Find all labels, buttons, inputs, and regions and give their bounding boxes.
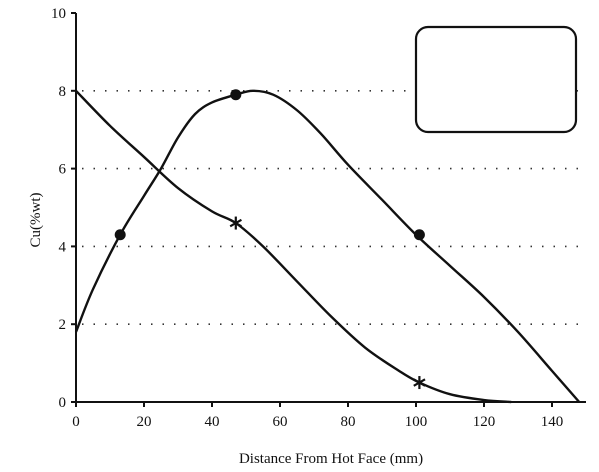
legend-box (414, 25, 578, 134)
series-1-line (74, 89, 581, 403)
x-tick-label: 60 (273, 414, 288, 430)
x-tick-label: 80 (341, 414, 356, 430)
series-2-point (413, 376, 426, 390)
series-2-point (229, 216, 242, 230)
x-tick-label: 0 (72, 414, 80, 430)
x-tick-label: 120 (473, 414, 496, 430)
series-2-line (75, 89, 512, 404)
x-axis-title: Distance From Hot Face (mm) (239, 451, 423, 467)
x-tick-label: 40 (205, 414, 220, 430)
series-1-point (114, 229, 126, 241)
series-layer (74, 89, 581, 404)
x-tick-label: 140 (541, 414, 564, 430)
y-axis-title: Cu(%wt) (28, 193, 44, 248)
y-tick-label: 6 (59, 162, 67, 178)
y-tick-label: 0 (59, 395, 67, 411)
marker-layer (114, 89, 426, 390)
series-1-point (230, 89, 242, 101)
y-tick-label: 2 (59, 317, 67, 333)
x-tick-label: 100 (405, 414, 428, 430)
series-1-point (413, 229, 425, 241)
axes-layer (75, 13, 586, 403)
y-tick-label: 8 (59, 84, 67, 100)
y-tick-label: 10 (51, 6, 66, 22)
x-tick-label: 20 (137, 414, 152, 430)
y-tick-label: 4 (59, 239, 67, 255)
